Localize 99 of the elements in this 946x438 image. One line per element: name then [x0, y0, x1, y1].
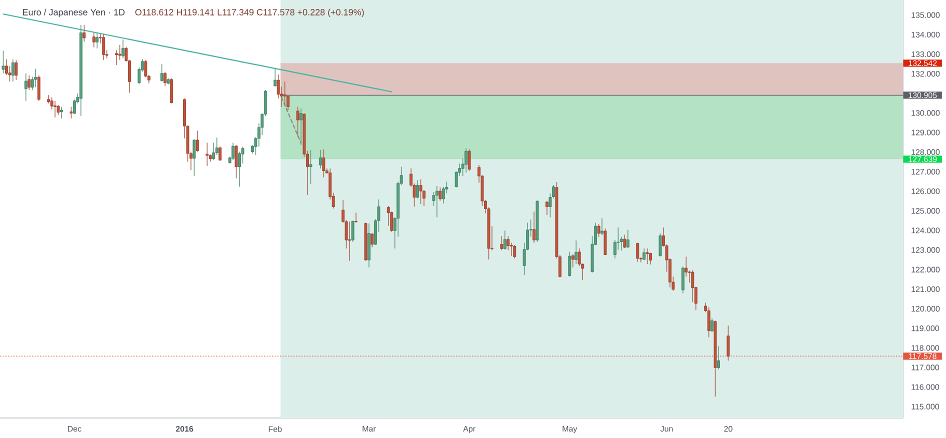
ref-line-label: 117.578	[909, 353, 936, 359]
y-tick-label: 120.000	[912, 306, 940, 312]
ref-line-label: 130.905	[908, 92, 937, 98]
y-tick-label: 134.000	[912, 32, 940, 38]
candlestick	[354, 212, 358, 224]
y-tick-label: 126.000	[912, 188, 940, 194]
candlestick	[309, 150, 312, 184]
candlestick	[60, 106, 63, 119]
candlestick	[500, 236, 504, 251]
candlestick	[416, 180, 419, 199]
y-tick-label: 135.000	[912, 12, 940, 18]
candlestick	[604, 228, 607, 256]
candlestick	[574, 240, 578, 264]
y-tick-label: 123.000	[912, 247, 940, 253]
candlestick	[571, 254, 574, 268]
candlestick	[546, 200, 548, 216]
y-tick-label: 118.000	[912, 345, 940, 351]
candlestick	[717, 346, 720, 370]
candlestick	[597, 224, 600, 238]
candlestick	[82, 24, 86, 42]
candlestick	[710, 318, 714, 332]
candlestick	[532, 211, 536, 244]
candlestick	[206, 142, 209, 166]
candlestick	[28, 74, 31, 90]
x-tick-label: 20	[724, 426, 732, 432]
candlestick	[726, 325, 730, 362]
x-tick-label: 2016	[176, 426, 194, 432]
y-tick-label: 128.000	[912, 149, 940, 155]
candlestick	[122, 39, 124, 59]
y-tick-label: 133.000	[912, 51, 940, 58]
candlestick	[636, 242, 640, 262]
x-tick-label: Feb	[268, 426, 282, 432]
candlestick	[623, 234, 626, 248]
candlestick	[192, 138, 196, 176]
candlestick	[96, 32, 99, 49]
candlestick	[435, 186, 438, 218]
candlestick	[2, 50, 5, 74]
candlestick	[464, 148, 468, 174]
candlestick	[568, 251, 572, 278]
x-tick-label: Dec	[68, 426, 82, 432]
candlestick	[351, 220, 354, 242]
candlestick	[102, 34, 106, 60]
y-tick-label: 115.000	[912, 404, 940, 410]
candlestick	[56, 104, 60, 116]
y-tick-label: 127.000	[912, 168, 940, 175]
y-tick-label: 121.000	[912, 286, 940, 292]
candlestick	[164, 72, 167, 87]
candlestick	[646, 248, 649, 264]
candlestick	[14, 60, 18, 80]
y-tick-label: 125.000	[912, 208, 940, 214]
candlestick	[513, 244, 516, 259]
candlestick	[468, 148, 471, 172]
candlestick	[322, 148, 326, 178]
candlestick	[274, 68, 277, 88]
y-tick-label: 129.000	[912, 130, 940, 136]
candlestick	[92, 32, 96, 48]
y-tick-label: 130.000	[912, 110, 940, 116]
candlestick	[658, 232, 662, 258]
y-tick-label: 116.000	[912, 384, 940, 390]
y-tick-label: 124.000	[912, 228, 940, 234]
candlestick	[419, 178, 422, 204]
candlestick	[196, 130, 199, 152]
candlestick	[600, 218, 604, 236]
candlestick	[642, 248, 646, 261]
candlestick	[300, 108, 302, 146]
y-tick-label: 119.000	[912, 325, 940, 332]
candlestick	[24, 73, 28, 102]
band-label: 127.639	[908, 156, 937, 162]
candlestick	[170, 78, 174, 104]
y-tick-label: 132.000	[912, 70, 940, 77]
candlestick	[37, 74, 40, 102]
candlestick	[54, 100, 56, 118]
candlestick	[503, 230, 506, 250]
x-tick-label: Mar	[362, 426, 376, 432]
candlestick	[626, 229, 630, 248]
candlestick	[34, 68, 38, 88]
candlestick	[70, 106, 73, 119]
y-tick-label: 117.000	[912, 364, 940, 370]
candlestick	[681, 266, 684, 294]
candlestick	[691, 270, 694, 302]
candlestick	[707, 306, 710, 338]
candlestick	[234, 144, 238, 179]
band-label: 132.542	[908, 60, 937, 66]
candlestick	[11, 58, 14, 82]
candlestick	[283, 81, 286, 106]
candlestick	[160, 64, 164, 82]
text: Euro / Japanese Yen · 1D	[23, 8, 125, 18]
x-tick-label: Jun	[660, 426, 673, 432]
candlestick	[438, 186, 442, 202]
candlestick	[232, 142, 235, 161]
text: O118.612 H119.141 L117.349 C117.578 +0.228 (+0.19%)	[135, 8, 364, 18]
x-tick-label: Apr	[463, 426, 476, 434]
y-tick-label: 122.000	[912, 266, 940, 272]
candlestick	[218, 146, 222, 162]
candlestick	[296, 106, 300, 138]
candlestick	[318, 150, 322, 169]
candlestick	[649, 252, 652, 265]
candlestick	[370, 232, 374, 248]
x-tick-label: May	[562, 426, 578, 434]
